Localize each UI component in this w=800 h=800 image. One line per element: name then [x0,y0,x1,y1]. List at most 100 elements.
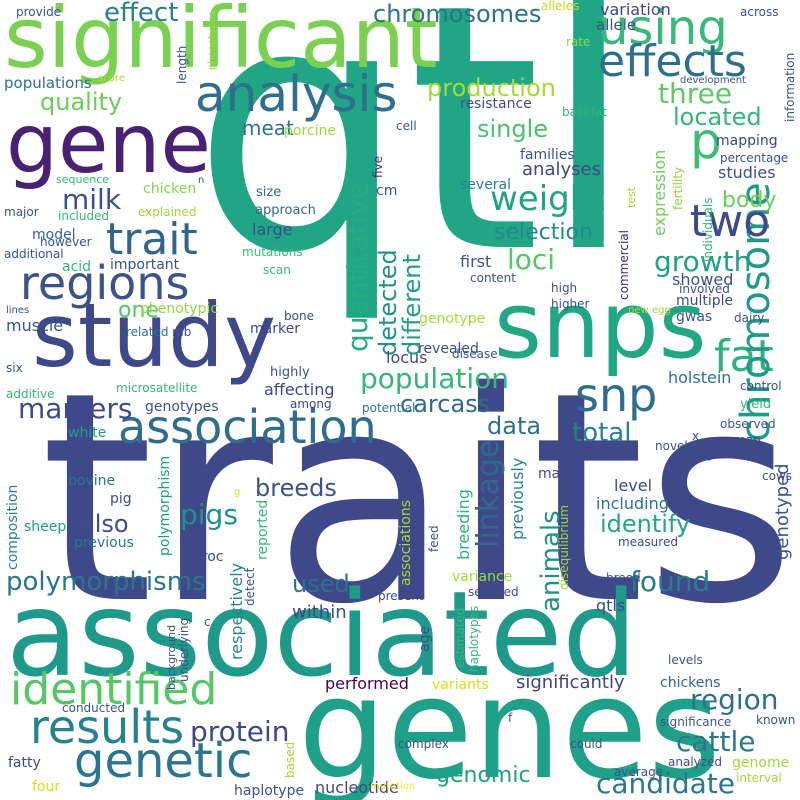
word-p: p [690,112,722,170]
word-expression: expression [650,149,669,236]
word-cows: cows [762,469,793,483]
word-may: may [538,466,569,482]
word-muscle: muscle [6,316,64,335]
word-yield: yield [740,397,772,412]
word-age: age [417,625,433,652]
word-resistance: resistance [460,96,532,112]
word-rate: rate [566,35,591,49]
word-variants: variants [432,677,489,693]
word-families: families [520,147,575,163]
word-disequilibrium: disequilibrium [557,505,571,590]
word-g: g [234,487,241,498]
word-also: also [80,510,129,538]
word-included: included [58,209,110,223]
word-breed: breed [606,571,641,585]
word-mutations: mutations [242,245,303,259]
word-information: information [783,52,797,122]
word-using: using [598,0,728,56]
word-analyses: analyses [522,159,601,180]
word-population: population [360,362,509,395]
word-marker: marker [250,321,300,337]
word-first: first [460,252,492,271]
word-alleles: alleles [541,0,580,13]
word-large: large [252,220,293,239]
word-mutation: mutation [370,781,416,792]
word-interval: interval [736,771,782,785]
word-effect: effect [104,0,179,28]
word-traits: traits [40,331,797,668]
word-lines: lines [6,305,30,316]
word-meat: meat [242,116,294,140]
word-conducted: conducted [62,701,126,715]
word-additive: additive [6,387,55,401]
word-five: five [371,155,385,178]
word-high: high [551,281,578,295]
word-three: three [658,77,733,110]
word-markers: markers [18,392,133,425]
word-f: f [508,711,513,725]
word-haplotype: haplotype [234,783,305,799]
word-chromosomes: chromosomes [373,0,542,28]
word-egg: egg [652,305,671,316]
word-results: results [30,700,185,754]
word-novel: novel [655,439,688,453]
word-growth: growth [654,245,752,278]
word-snps: snps [494,272,707,379]
word-scan: scan [263,263,291,277]
word-x: x [692,429,700,443]
word-used: used [292,570,350,598]
word-holstein: holstein [668,368,732,387]
word-involved: involved [679,282,730,296]
word-microsatellite: microsatellite [116,381,198,395]
word-analyzed: analyzed [668,755,723,769]
word-haplotypes: haplotypes [467,605,481,672]
word-new: new [628,305,649,316]
word-control: control [740,379,782,393]
word-provide: provide [16,5,62,19]
word-gwas: gwas [676,309,713,325]
word-region: region [690,683,779,716]
word-affecting: affecting [264,380,335,399]
word-higher: higher [551,297,590,311]
word-detect: detect [243,567,257,606]
word-feed: feed [427,525,441,552]
word-measured: measured [618,535,678,549]
word-cell: cell [396,119,417,133]
word-individuals: individuals [701,197,715,263]
word-present: present [378,589,424,603]
word-across: across [740,5,779,19]
word-additional: additional [4,247,64,261]
word-fatty: fatty [8,755,41,771]
word-several: several [460,177,512,193]
word-mapped: mapped [716,577,766,591]
word-showed: showed [672,270,734,289]
word-development: development [680,75,746,86]
word-map: map [734,433,761,447]
word-disease: disease [452,347,498,361]
word-sheep: sheep [24,519,67,535]
word-studies: studies [718,163,776,182]
word-variation: variation [600,0,671,19]
word-allele: allele [596,16,637,34]
word-loci: loci [507,243,556,276]
word-associated: associated [6,565,638,703]
word-pig: pig [110,491,132,507]
word-study: study [32,284,277,387]
word-based: based [283,741,297,778]
word-score: score [98,73,125,84]
word-genome: genome [732,755,790,771]
word-length: length [175,45,189,84]
word-multiple: multiple [676,293,734,309]
word-estimated: estimated [453,607,467,668]
word-observed: observed [720,417,776,431]
word-body: body [722,188,777,213]
word-duroc: duroc [184,549,224,565]
word-size: size [256,185,282,200]
word-previous: previous [74,535,134,551]
word-within: within [292,602,347,623]
word-data: data [487,412,542,440]
word-model: model [32,227,76,243]
word-analysis: analysis [195,65,398,123]
word-revealed: revealed [418,341,479,357]
word-phenotypic: phenotypic [140,301,219,317]
